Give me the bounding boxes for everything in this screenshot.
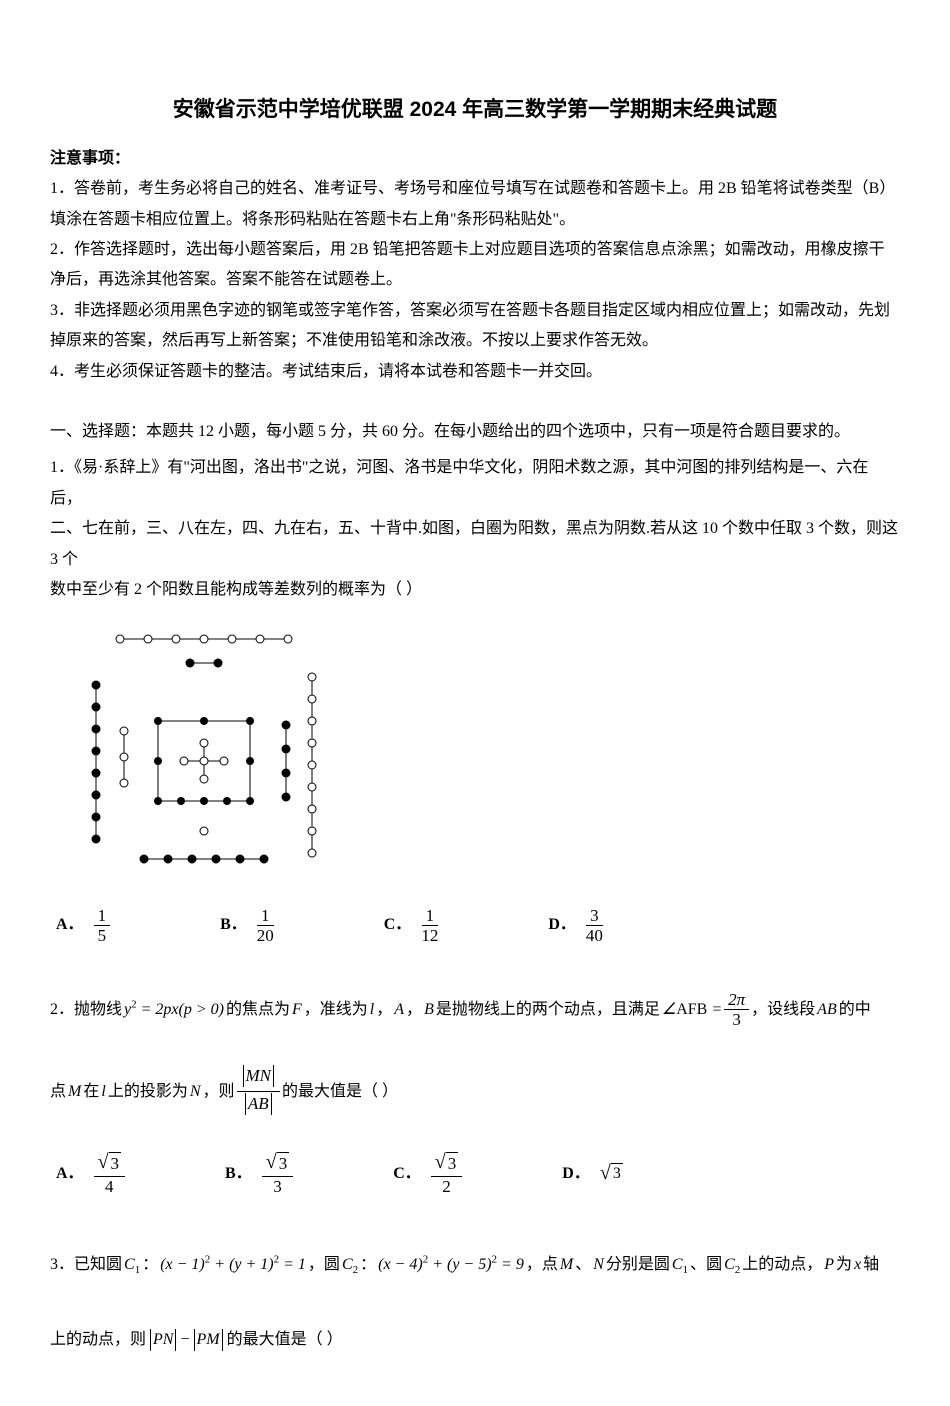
q3-text: 的最大值是（ ） [227, 1314, 343, 1365]
frac-num: 3 [586, 907, 603, 926]
q1-text-line: 1．《易·系辞上》有"河出图，洛出书"之说，河图、洛书是中华文化，阴阳术数之源，… [50, 453, 900, 514]
q2-text: ，则 [203, 1066, 235, 1117]
var-f: F [292, 984, 302, 1035]
q2-text: 2．抛物线 [50, 984, 122, 1035]
q2-text: 的最大值是（ ） [282, 1066, 398, 1117]
option-a: A． √34 [56, 1148, 125, 1199]
var-c2: C2 [342, 1239, 358, 1290]
instruction-item: 3．非选择题必须用黑色字迹的钢笔或签字笔作答，答案必须写在答题卡各题目指定区域内… [50, 296, 900, 357]
option-label: A． [56, 1148, 84, 1199]
q1-text-line: 二、七在前，三、八在左，四、九在右，五、十背中.如图，白圈为阳数，黑点为阴数.若… [50, 514, 900, 575]
q2-text: 的中 [839, 984, 871, 1035]
option-c: C． √32 [393, 1148, 462, 1199]
q3-text: 为 [836, 1239, 852, 1290]
q2-text: ， [406, 984, 422, 1035]
q2-formula: y2 = 2px(p > 0) [124, 984, 224, 1035]
frac-num: 1 [257, 907, 274, 926]
frac-den: 12 [421, 926, 438, 944]
section-intro: 一、选择题：本题共 12 小题，每小题 5 分，共 60 分。在每小题给出的四个… [50, 417, 900, 447]
frac-den: 40 [586, 926, 603, 944]
q3-text: 分别是圆 [606, 1239, 670, 1290]
var-a: A [394, 984, 404, 1035]
q3-text: ： [142, 1239, 158, 1290]
option-label: B． [220, 910, 247, 940]
var-x: x [854, 1239, 861, 1290]
q2-text: 点 [50, 1066, 66, 1117]
frac-den: 5 [98, 926, 107, 944]
question-3: 3．已知圆 C1 ： (x − 1)2 + (y + 1)2 = 1 ，圆 C2… [50, 1239, 900, 1365]
option-d: D． √3 [562, 1148, 623, 1199]
frac-den: 2 [442, 1177, 451, 1195]
var-l: l [370, 984, 374, 1035]
page-title: 安徽省示范中学培优联盟 2024 年高三数学第一学期期末经典试题 [50, 90, 900, 130]
q1-options: A． 15 B． 120 C． 112 D． 340 [56, 907, 900, 944]
abs-pn: PN [148, 1314, 178, 1365]
var-p: P [824, 1239, 834, 1290]
q2-text: ，准线为 [304, 984, 368, 1035]
question-2: 2．抛物线 y2 = 2px(p > 0) 的焦点为 F ，准线为 l ， A … [50, 984, 900, 1199]
frac-den: 4 [105, 1177, 114, 1195]
q3-text: 、圆 [690, 1239, 722, 1290]
option-label: C． [384, 910, 412, 940]
q3-text: ，点 [526, 1239, 558, 1290]
q3-text: ，圆 [308, 1239, 340, 1290]
q3-text: ： [360, 1239, 376, 1290]
q2-text: ，设线段 [751, 984, 815, 1035]
q2-text: 上的投影为 [108, 1066, 188, 1117]
q2-options: A． √34 B． √33 C． √32 D． √3 [56, 1148, 900, 1199]
option-label: B． [225, 1148, 252, 1199]
option-d: D． 340 [548, 907, 603, 944]
q3-text: 轴 [863, 1239, 879, 1290]
frac-num: 1 [94, 907, 111, 926]
q3-eq2: (x − 4)2 + (y − 5)2 = 9 [378, 1239, 524, 1290]
q3-text: 3．已知圆 [50, 1239, 122, 1290]
option-label: C． [393, 1148, 421, 1199]
frac-den: 20 [257, 926, 274, 944]
notice-heading: 注意事项： [50, 144, 900, 174]
q2-text: 的焦点为 [226, 984, 290, 1035]
instruction-item: 1．答卷前，考生务必将自己的姓名、准考证号、考场号和座位号填写在试题卷和答题卡上… [50, 174, 900, 235]
var-c2: C2 [724, 1239, 740, 1290]
option-b: B． 120 [220, 907, 274, 944]
var-m: M [68, 1066, 81, 1117]
var-c1: C1 [672, 1239, 688, 1290]
option-c: C． 112 [384, 907, 439, 944]
instruction-item: 4．考生必须保证答题卡的整洁。考试结束后，请将本试卷和答题卡一并交回。 [50, 357, 900, 387]
option-b: B． √33 [225, 1148, 293, 1199]
var-m: M [560, 1239, 573, 1290]
ratio-frac: MN AB [237, 1065, 281, 1118]
q2-text: 在 [83, 1066, 99, 1117]
frac-den: 3 [273, 1177, 282, 1195]
hetu-diagram [74, 621, 900, 892]
var-ab: AB [817, 984, 837, 1035]
option-label: D． [548, 910, 576, 940]
q1-text-line: 数中至少有 2 个阳数且能构成等差数列的概率为（ ） [50, 575, 900, 605]
q3-eq1: (x − 1)2 + (y + 1)2 = 1 [160, 1239, 306, 1290]
q3-text: 上的动点， [742, 1239, 822, 1290]
angle-expr: ∠AFB = [662, 984, 722, 1035]
abs-pm: PM [192, 1314, 225, 1365]
option-a: A． 15 [56, 907, 110, 944]
angle-frac: 2π 3 [724, 991, 749, 1028]
question-1: 1．《易·系辞上》有"河出图，洛出书"之说，河图、洛书是中华文化，阴阳术数之源，… [50, 453, 900, 943]
var-b: B [424, 984, 434, 1035]
q3-text: 上的动点，则 [50, 1314, 146, 1365]
frac-num: 1 [422, 907, 439, 926]
option-label: D． [562, 1148, 590, 1199]
q2-text: 是抛物线上的两个动点，且满足 [436, 984, 660, 1035]
minus: − [180, 1314, 189, 1365]
instruction-list: 1．答卷前，考生务必将自己的姓名、准考证号、考场号和座位号填写在试题卷和答题卡上… [50, 174, 900, 387]
instruction-item: 2．作答选择题时，选出每小题答案后，用 2B 铅笔把答题卡上对应题目选项的答案信… [50, 235, 900, 296]
var-n: N [593, 1239, 604, 1290]
var-n: N [190, 1066, 201, 1117]
q2-text: ， [376, 984, 392, 1035]
var-c1: C1 [124, 1239, 140, 1290]
q3-text: 、 [575, 1239, 591, 1290]
option-label: A． [56, 910, 84, 940]
var-l: l [101, 1066, 105, 1117]
